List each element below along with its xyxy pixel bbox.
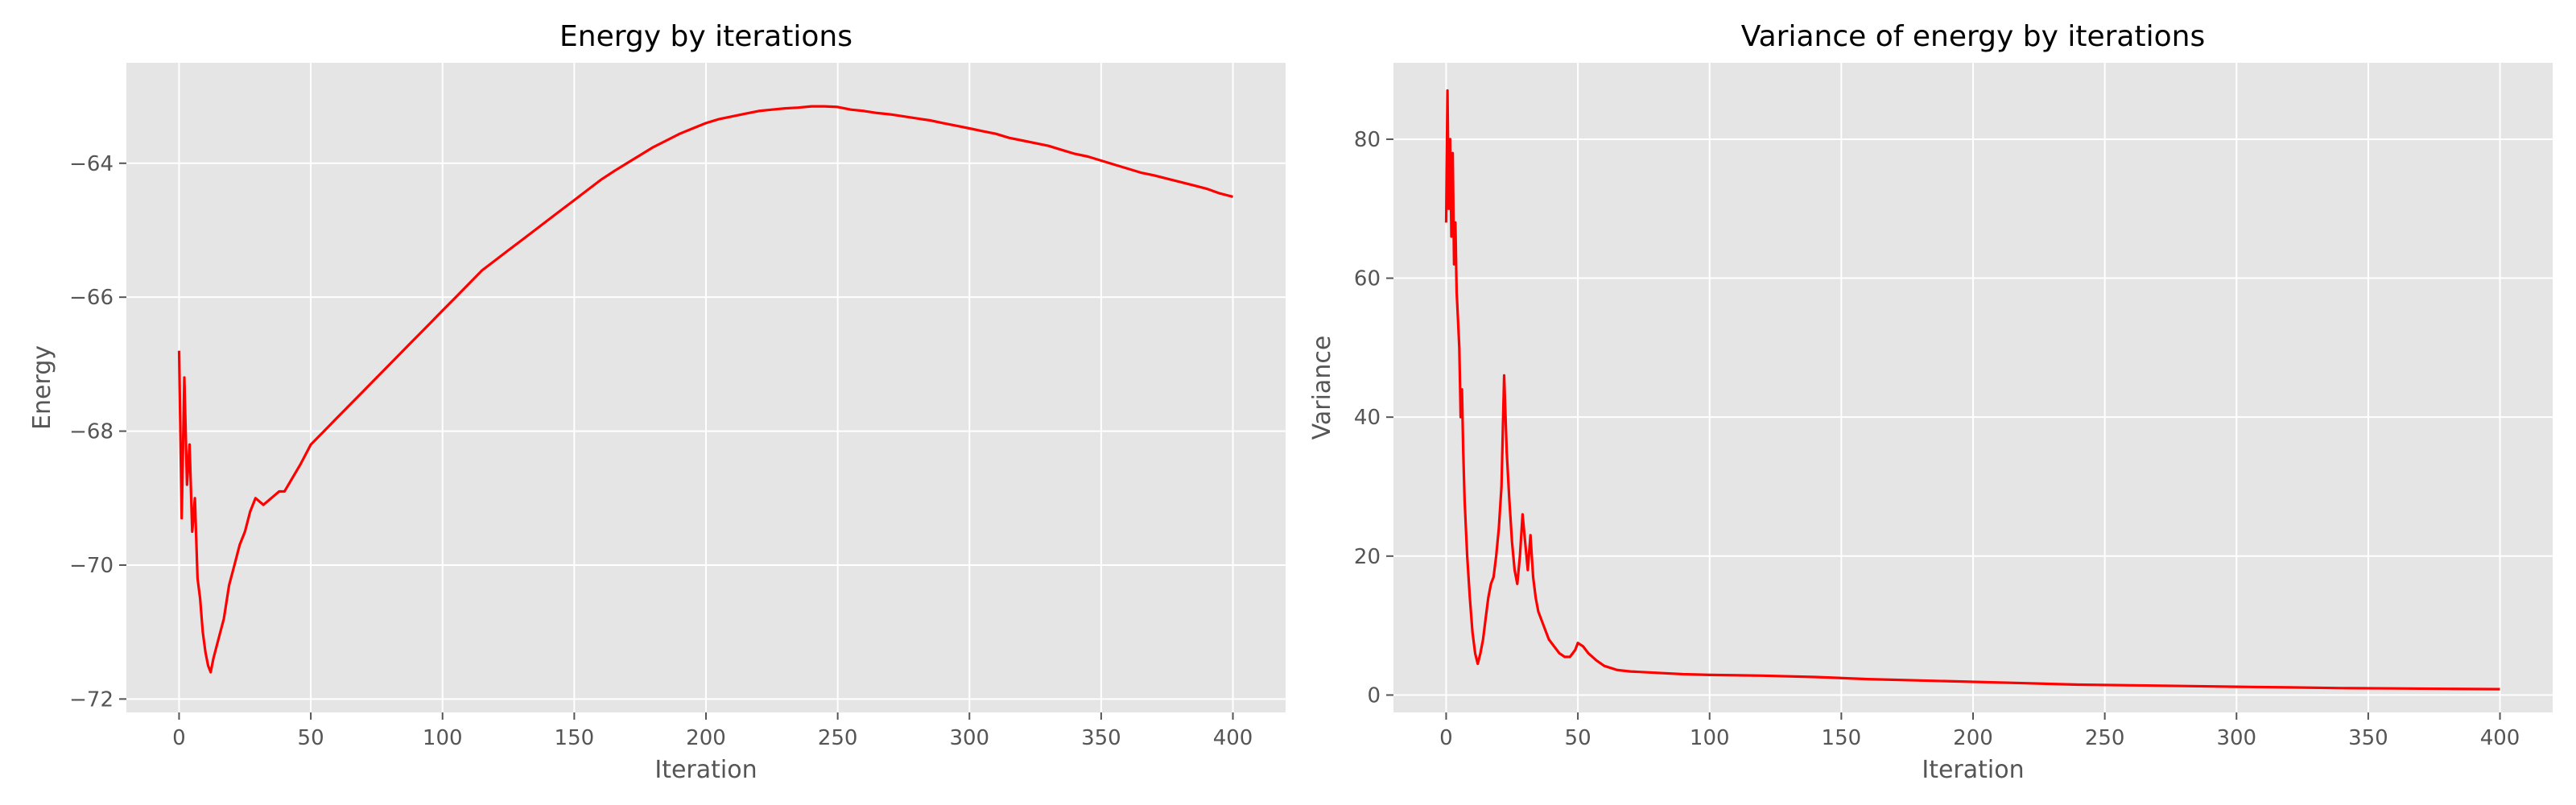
variance-grid	[1393, 63, 2553, 712]
energy-x-tick-label: 50	[298, 726, 324, 750]
variance-x-tick-label: 400	[2480, 726, 2520, 750]
variance-chart: 0 50 100 150 200 250 300 350 400 0 20 40 60 80 Varian…	[1308, 20, 2553, 784]
energy-x-tick-label: 250	[818, 726, 858, 750]
variance-x-tick-label: 150	[1822, 726, 1862, 750]
variance-y-tick-label: 0	[1367, 683, 1381, 708]
energy-x-tick-label: 350	[1081, 726, 1121, 750]
energy-y-tick-label: −64	[69, 152, 114, 176]
variance-x-tick-label: 250	[2085, 726, 2125, 750]
variance-x-tick-label: 300	[2216, 726, 2256, 750]
variance-y-tick-label: 80	[1354, 128, 1381, 152]
energy-x-tick-label: 300	[949, 726, 989, 750]
energy-chart: 0 50 100 150 200 250 300 350 400−72−70−68−66−64 …	[28, 20, 1286, 784]
variance-y-tick-label: 60	[1354, 267, 1381, 291]
energy-y-tick-label: −70	[69, 554, 114, 578]
variance-x-tick-label: 100	[1690, 726, 1730, 750]
energy-x-tick-label: 0	[172, 726, 186, 750]
variance-x-tick-label: 350	[2348, 726, 2388, 750]
variance-x-tick-label: 50	[1565, 726, 1591, 750]
variance-chart-title: Variance of energy by iterations	[1741, 20, 2205, 53]
energy-x-tick-label: 150	[555, 726, 595, 750]
variance-series	[1444, 89, 2500, 691]
variance-y-tick-label: 20	[1354, 545, 1381, 569]
variance-series-line	[1444, 89, 2500, 691]
variance-x-tick-label: 0	[1439, 726, 1453, 750]
energy-x-tick-label: 200	[686, 726, 726, 750]
energy-y-tick-label: −68	[69, 420, 114, 444]
energy-y-tick-label: −72	[69, 687, 114, 712]
variance-y-tick-label: 40	[1354, 406, 1381, 430]
energy-y-axis-label: Energy	[28, 345, 56, 430]
energy-x-axis-label: Iteration	[654, 756, 757, 784]
energy-series	[177, 105, 1233, 674]
energy-chart-title: Energy by iterations	[559, 20, 852, 53]
variance-x-tick-label: 200	[1953, 726, 1993, 750]
energy-x-tick-label: 100	[423, 726, 463, 750]
energy-series-line	[177, 105, 1233, 674]
energy-y-tick-label: −66	[69, 286, 114, 310]
energy-ticks: 0 50 100 150 200 250 300 350 400 −72 −70 −68 −66 −64	[69, 152, 1253, 750]
energy-grid	[126, 63, 1286, 712]
energy-x-tick-label: 400	[1213, 726, 1253, 750]
variance-x-axis-label: Iteration	[1922, 756, 2024, 784]
variance-y-axis-label: Variance	[1308, 336, 1336, 440]
variance-ticks: 0 50 100 150 200 250 300 350 400 0 20 40 60 80	[1354, 128, 2520, 750]
